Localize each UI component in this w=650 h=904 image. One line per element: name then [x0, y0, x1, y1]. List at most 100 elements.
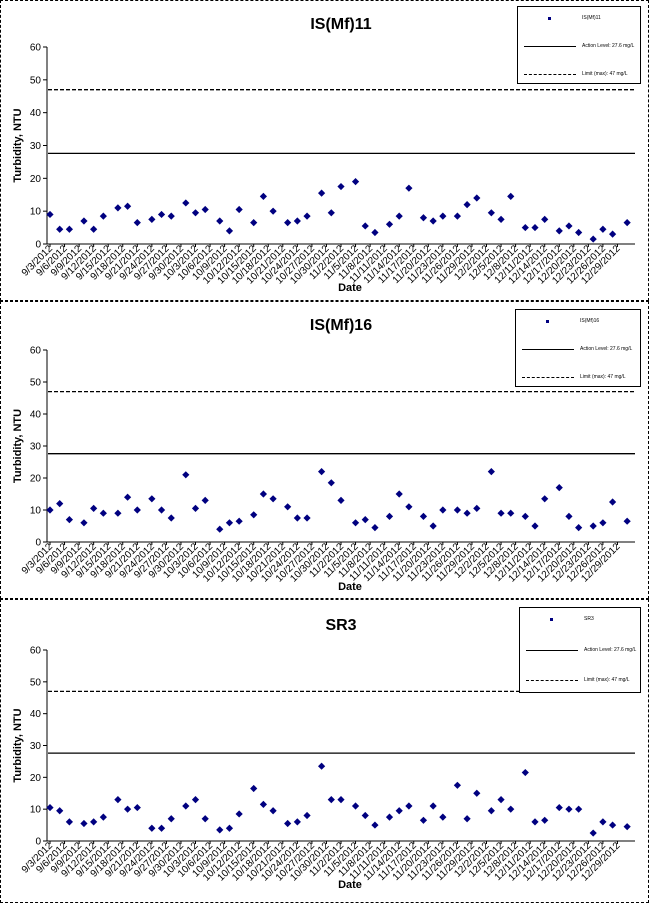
- y-tick-label: 10: [30, 805, 42, 816]
- data-point: [327, 209, 335, 217]
- legend-label-limit: Limit (max): 47 mg/L: [580, 374, 626, 380]
- data-point: [225, 824, 234, 832]
- data-point: [167, 815, 175, 823]
- data-point: [157, 824, 166, 832]
- y-tick-label: 50: [30, 378, 42, 389]
- data-point: [303, 212, 311, 220]
- data-point: [497, 509, 505, 517]
- data-point: [385, 220, 394, 228]
- data-point: [541, 816, 549, 824]
- legend-box: IS(Mf)11 Action Level: 27.6 mg/L Limit (…: [517, 6, 641, 84]
- data-point: [429, 522, 437, 530]
- data-point: [90, 504, 98, 512]
- data-point: [385, 512, 394, 520]
- data-point: [507, 805, 515, 813]
- data-point: [487, 807, 495, 815]
- chart-panel-is-mf-11: IS(Mf)11 0 10 20 30 40 50 60 9/3/2012 9/6/2012 9/9…: [0, 0, 649, 301]
- data-point: [589, 235, 597, 243]
- data-point: [337, 182, 345, 191]
- data-point: [133, 803, 141, 812]
- data-point: [361, 811, 369, 820]
- legend-entry-limit: Limit (max): 47 mg/L: [524, 70, 636, 80]
- data-point: [521, 768, 529, 777]
- y-tick-label: 10: [30, 207, 42, 218]
- data-point: [114, 796, 122, 804]
- data-point: [259, 800, 267, 808]
- data-point: [216, 826, 224, 834]
- data-point: [351, 802, 360, 810]
- legend-entry-action-level: Action Level: 27.6 mg/L: [522, 345, 636, 355]
- data-point: [623, 517, 631, 525]
- data-point: [337, 496, 345, 504]
- data-point: [225, 227, 234, 235]
- data-point: [599, 818, 607, 826]
- legend-symbol-dot: [524, 14, 576, 24]
- data-point: [541, 495, 549, 503]
- y-tick-label: 30: [30, 141, 42, 152]
- data-point: [453, 506, 461, 514]
- data-point: [361, 222, 369, 230]
- data-point: [293, 217, 301, 225]
- legend-symbol-solid-line: [522, 345, 574, 355]
- data-point: [250, 784, 258, 793]
- chart-svg: IS(Mf)1101020304050609/3/20129/6/20129/9…: [12, 16, 635, 294]
- y-axis-label: Turbidity, NTU: [12, 108, 24, 182]
- legend-label-action-level: Action Level: 27.6 mg/L: [580, 346, 633, 352]
- data-point: [56, 225, 64, 233]
- data-point: [555, 227, 563, 235]
- data-point: [56, 807, 64, 815]
- data-point: [235, 810, 243, 818]
- data-point: [201, 205, 209, 214]
- data-point: [565, 512, 573, 520]
- data-point: [327, 796, 335, 804]
- data-point: [419, 816, 428, 824]
- y-tick-label: 40: [30, 709, 42, 720]
- data-point: [167, 514, 175, 522]
- data-point: [419, 512, 428, 520]
- data-point: [589, 829, 597, 837]
- data-point: [531, 522, 539, 530]
- data-point: [371, 228, 379, 237]
- data-point: [225, 519, 234, 527]
- data-point: [157, 506, 166, 514]
- data-point: [182, 471, 190, 479]
- data-point: [65, 516, 73, 524]
- data-point: [623, 823, 631, 831]
- data-point: [114, 509, 122, 517]
- data-point: [599, 519, 607, 527]
- chart-panel-is-mf-16: IS(Mf)16 0 10 20 30 40 50 60 9/3/2012 9/6/2012 9/9…: [0, 301, 649, 599]
- legend-symbol-dashed-line: [522, 373, 574, 383]
- data-point: [507, 192, 515, 200]
- data-point: [623, 219, 631, 227]
- legend-symbol-dashed-line: [526, 676, 578, 686]
- data-point: [419, 214, 428, 222]
- data-point: [284, 503, 292, 511]
- y-tick-label: 0: [35, 837, 41, 848]
- x-axis-label: Date: [338, 282, 362, 294]
- legend-entry-series: SR3: [526, 615, 636, 625]
- data-point: [473, 789, 481, 797]
- data-point: [385, 813, 394, 821]
- data-point: [259, 192, 267, 200]
- data-point: [439, 212, 447, 220]
- data-point: [250, 511, 258, 519]
- data-point: [429, 217, 437, 225]
- data-point: [99, 509, 107, 517]
- data-point: [133, 219, 141, 227]
- data-point: [259, 490, 267, 498]
- data-point: [555, 803, 563, 812]
- legend-entry-action-level: Action Level: 27.6 mg/L: [526, 646, 636, 656]
- data-point: [293, 514, 301, 522]
- y-axis-label: Turbidity, NTU: [12, 409, 24, 483]
- data-point: [599, 225, 607, 233]
- data-point: [235, 205, 243, 214]
- legend-entry-series: IS(Mf)16: [522, 317, 636, 327]
- data-point: [439, 506, 447, 514]
- data-point: [473, 194, 481, 202]
- y-tick-label: 20: [30, 474, 42, 485]
- data-point: [531, 818, 539, 826]
- data-point: [284, 819, 292, 828]
- data-point: [361, 516, 369, 524]
- data-point: [80, 819, 88, 828]
- data-point: [395, 490, 403, 498]
